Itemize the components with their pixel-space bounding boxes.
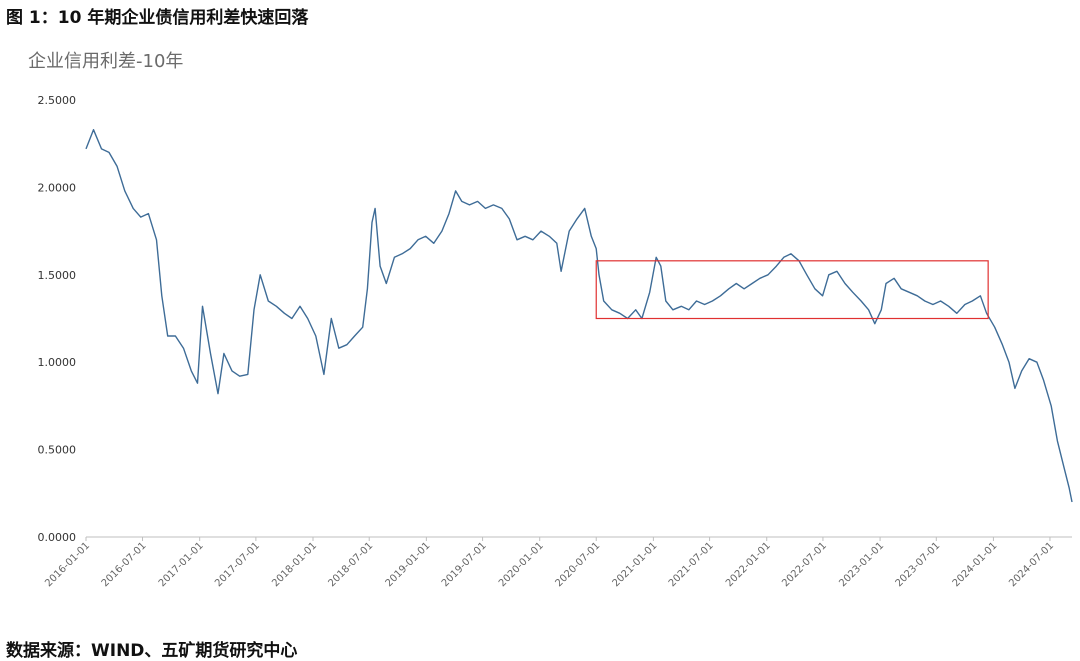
y-tick-label: 0.0000 [38, 531, 77, 544]
series-line [85, 129, 1073, 503]
x-tick-label: 2023-01-01 [837, 540, 886, 589]
x-tick-label: 2016-01-01 [43, 540, 92, 589]
x-tick-label: 2024-01-01 [951, 540, 1000, 589]
x-tick-label: 2018-01-01 [270, 540, 319, 589]
x-tick-label: 2018-07-01 [326, 540, 375, 589]
y-tick-label: 2.5000 [38, 94, 77, 107]
highlight-box [595, 260, 989, 320]
figure-caption: 图 1：10 年期企业债信用利差快速回落 [6, 8, 309, 28]
x-tick-label: 2022-07-01 [780, 540, 829, 589]
x-tick-label: 2022-01-01 [724, 540, 773, 589]
x-tick-label: 2016-07-01 [100, 540, 149, 589]
y-tick-label: 1.0000 [38, 356, 77, 369]
chart-title: 企业信用利差-10年 [28, 51, 183, 72]
x-tick-label: 2019-07-01 [440, 540, 489, 589]
x-tick-label: 2021-01-01 [611, 540, 660, 589]
y-tick-label: 1.5000 [38, 269, 77, 282]
y-axis-ticks: 0.0000 0.5000 1.0000 1.5000 2.0000 2.5000 [38, 94, 77, 544]
x-axis-ticks: 2016-01-01 2016-07-01 2017-01-01 2017-07-01… [43, 537, 1056, 589]
x-tick-label: 2023-07-01 [894, 540, 943, 589]
x-tick-label: 2020-07-01 [553, 540, 602, 589]
x-tick-label: 2017-07-01 [213, 540, 262, 589]
x-tick-label: 2019-01-01 [384, 540, 433, 589]
x-tick-label: 2021-07-01 [667, 540, 716, 589]
x-tick-label: 2024-07-01 [1007, 540, 1056, 589]
x-tick-label: 2020-01-01 [497, 540, 546, 589]
x-tick-label: 2017-01-01 [157, 540, 206, 589]
y-tick-label: 2.0000 [38, 181, 77, 194]
y-tick-label: 0.5000 [38, 444, 77, 457]
credit-spread-line-chart: 企业信用利差-10年 0.0000 0.5000 1.0000 1.5000 2.000… [28, 51, 1073, 589]
data-source-note: 数据来源：WIND、五矿期货研究中心 [6, 641, 298, 661]
